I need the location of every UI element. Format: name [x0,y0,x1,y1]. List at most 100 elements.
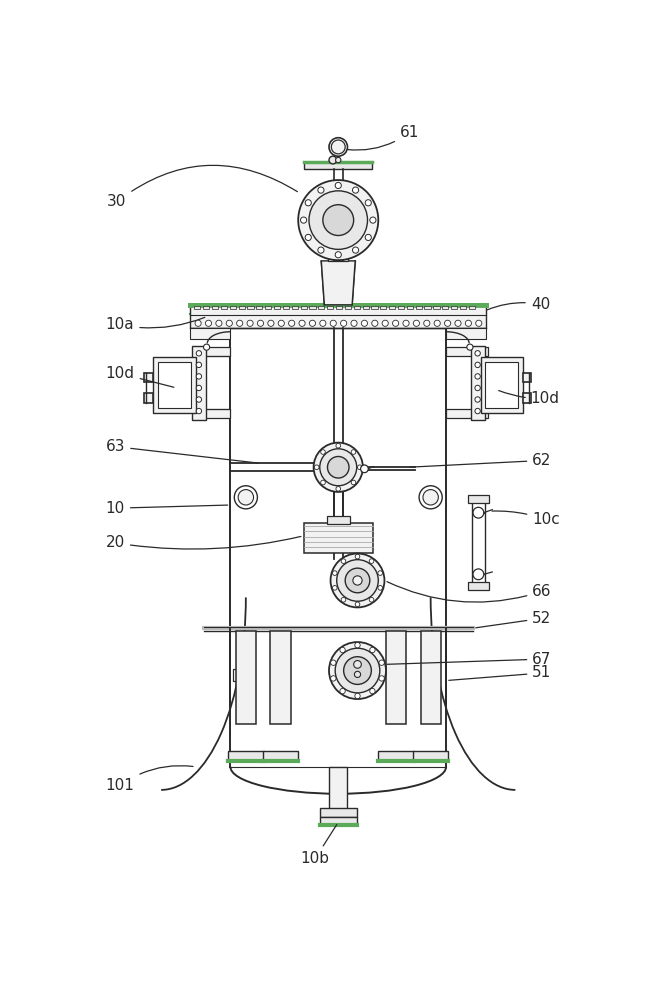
Bar [467,495,489,503]
Circle shape [329,138,347,156]
Circle shape [360,465,368,473]
Circle shape [216,320,222,326]
Bar [158,362,191,408]
Bar [372,306,378,309]
Circle shape [341,320,346,326]
Circle shape [455,320,461,326]
Bar [191,328,230,339]
Circle shape [355,642,360,648]
Polygon shape [144,393,153,403]
Text: 10d: 10d [106,366,174,387]
Circle shape [236,320,243,326]
Bar [469,306,475,309]
Circle shape [423,490,438,505]
Text: 10c: 10c [492,511,560,527]
Circle shape [340,688,345,694]
Bar [398,306,404,309]
Circle shape [355,602,360,607]
Text: 10b: 10b [301,825,337,866]
Circle shape [393,320,399,326]
Text: 66: 66 [387,582,552,602]
Circle shape [467,344,473,350]
Bar [203,409,230,418]
Circle shape [351,450,356,454]
Circle shape [419,486,442,509]
Circle shape [344,657,372,684]
Circle shape [372,320,378,326]
Text: 10a: 10a [106,317,205,332]
Circle shape [336,443,341,448]
Circle shape [355,554,360,559]
Bar [345,306,351,309]
Circle shape [378,571,383,575]
Bar [380,306,386,309]
Circle shape [226,320,232,326]
Text: 10d: 10d [499,391,560,406]
Bar [304,162,372,169]
Bar [416,306,422,309]
Circle shape [335,157,341,163]
Circle shape [475,374,480,379]
Bar [336,306,342,309]
Bar [221,306,227,309]
Circle shape [309,191,368,249]
Bar [473,500,484,585]
Circle shape [318,247,324,253]
Circle shape [196,362,201,368]
Circle shape [369,597,374,602]
Circle shape [330,320,337,326]
Circle shape [365,234,372,241]
Circle shape [341,559,346,563]
Circle shape [378,586,383,590]
Circle shape [354,671,360,677]
Circle shape [268,320,274,326]
Text: 67: 67 [387,652,552,667]
Text: 30: 30 [107,165,298,209]
Bar [274,306,280,309]
Circle shape [354,661,362,668]
Circle shape [370,217,376,223]
Circle shape [196,351,201,356]
Circle shape [318,187,324,193]
Circle shape [205,320,212,326]
Circle shape [413,320,420,326]
Circle shape [310,320,315,326]
Bar [194,306,201,309]
Bar [203,306,209,309]
Bar [271,631,290,724]
Circle shape [473,507,484,518]
Bar [300,306,307,309]
Circle shape [196,374,201,379]
Circle shape [341,597,346,602]
Bar [212,306,218,309]
Circle shape [475,385,480,391]
Circle shape [329,156,337,164]
Bar [192,346,206,420]
Text: 51: 51 [449,665,552,680]
Bar [446,328,486,339]
Circle shape [321,480,325,485]
Circle shape [323,205,354,235]
Bar [485,362,519,408]
Bar [451,306,457,309]
Circle shape [203,344,210,350]
Circle shape [473,569,484,580]
Circle shape [333,586,337,590]
Bar [460,306,466,309]
Circle shape [319,449,356,486]
Bar [378,751,414,761]
Bar [467,582,489,590]
Bar [319,817,356,825]
Circle shape [257,320,263,326]
Circle shape [279,320,284,326]
Circle shape [331,660,336,665]
Circle shape [288,320,295,326]
Circle shape [238,490,253,505]
Bar [424,306,431,309]
Circle shape [475,397,480,402]
Bar [446,409,488,418]
Circle shape [345,568,370,593]
Circle shape [329,642,386,699]
Circle shape [320,320,326,326]
Text: 40: 40 [487,297,550,312]
